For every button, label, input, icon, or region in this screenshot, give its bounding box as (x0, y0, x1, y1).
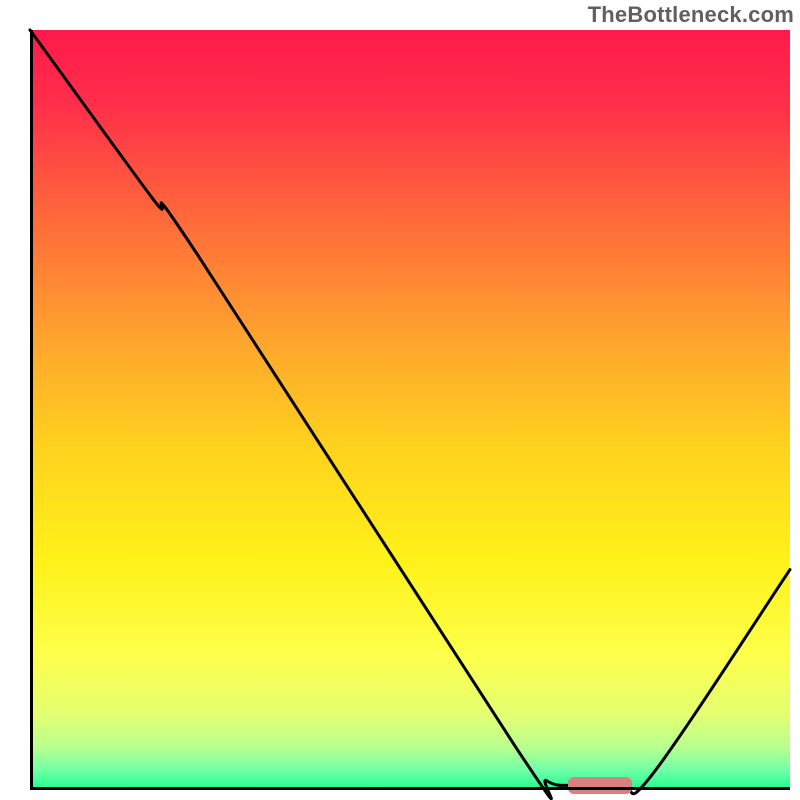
bottleneck-curve (30, 30, 790, 799)
x-axis-line (30, 787, 790, 790)
optimal-range-marker (568, 777, 632, 794)
chart-frame: { "watermark": { "text": "TheBottleneck.… (0, 0, 800, 800)
curve-layer (30, 30, 790, 790)
plot-area (30, 30, 790, 790)
watermark-text: TheBottleneck.com (588, 2, 794, 28)
y-axis-line (30, 30, 33, 790)
